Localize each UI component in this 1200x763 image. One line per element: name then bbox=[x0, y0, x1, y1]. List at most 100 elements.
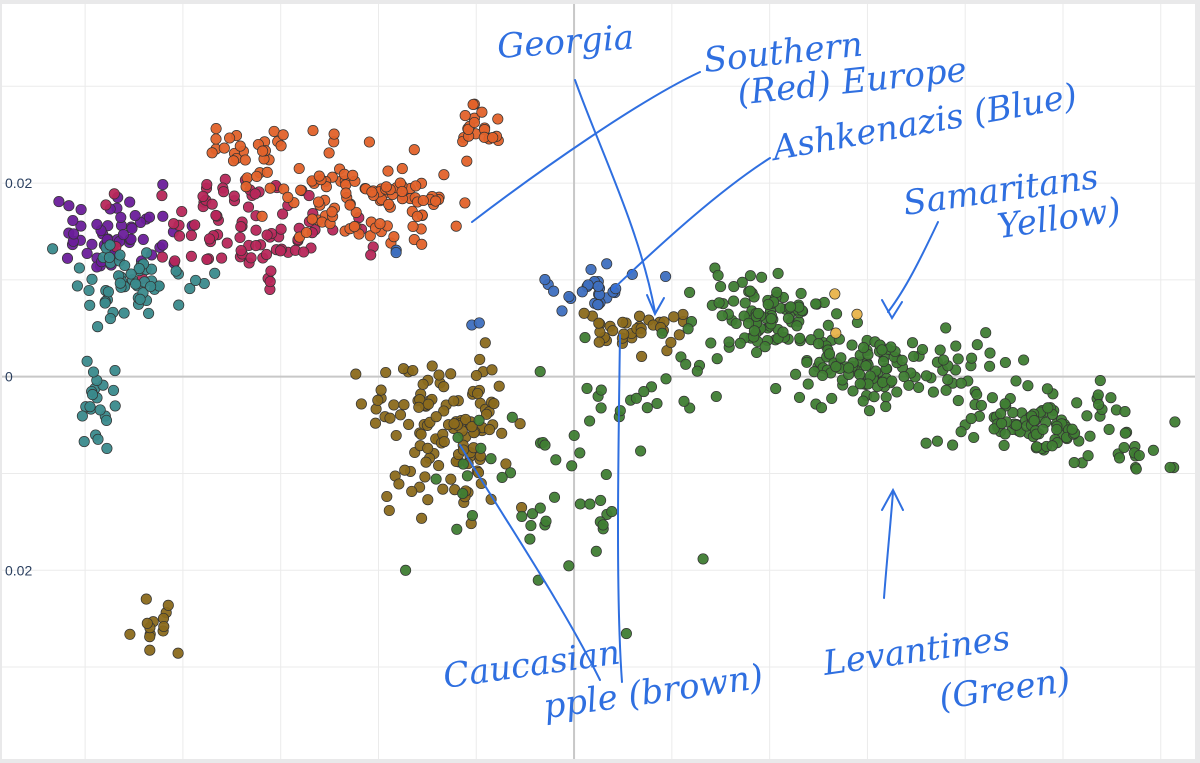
data-point bbox=[913, 381, 925, 394]
data-point bbox=[830, 361, 842, 373]
data-point bbox=[448, 418, 460, 430]
data-point bbox=[876, 344, 888, 356]
data-point bbox=[810, 298, 822, 310]
data-point bbox=[578, 307, 590, 319]
data-point bbox=[473, 414, 485, 426]
data-point bbox=[468, 116, 480, 129]
data-point bbox=[143, 307, 155, 319]
data-point bbox=[916, 343, 929, 356]
data-point bbox=[86, 389, 99, 401]
data-point bbox=[600, 468, 612, 481]
data-point bbox=[607, 325, 619, 337]
data-point bbox=[275, 140, 287, 152]
data-point bbox=[556, 305, 568, 317]
data-point bbox=[71, 280, 83, 292]
data-point bbox=[380, 366, 392, 379]
data-point bbox=[350, 368, 362, 380]
data-point bbox=[176, 205, 188, 218]
data-point bbox=[185, 250, 197, 262]
data-point bbox=[920, 370, 932, 382]
plot-background bbox=[2, 4, 1195, 759]
data-point bbox=[307, 125, 319, 137]
data-point bbox=[114, 249, 126, 261]
data-point bbox=[574, 498, 586, 510]
data-point bbox=[635, 327, 647, 339]
data-point bbox=[739, 297, 751, 309]
data-point bbox=[595, 384, 607, 396]
data-point bbox=[1093, 399, 1105, 411]
data-point bbox=[576, 286, 588, 298]
data-point bbox=[256, 210, 268, 222]
data-point bbox=[950, 340, 962, 352]
data-point bbox=[403, 418, 415, 430]
data-point bbox=[534, 502, 546, 514]
data-point bbox=[383, 198, 395, 210]
data-point bbox=[264, 182, 276, 194]
data-point bbox=[1046, 440, 1058, 452]
data-point bbox=[601, 258, 613, 270]
data-point bbox=[249, 188, 261, 200]
data-point bbox=[563, 291, 575, 303]
series-7 bbox=[829, 288, 863, 339]
data-point bbox=[410, 180, 422, 192]
data-point bbox=[84, 299, 96, 311]
data-point bbox=[1082, 450, 1094, 462]
data-point bbox=[398, 399, 410, 411]
data-point bbox=[1081, 410, 1093, 422]
data-point bbox=[369, 417, 382, 429]
data-point bbox=[1010, 419, 1022, 431]
data-point bbox=[417, 194, 429, 207]
data-point bbox=[1169, 416, 1181, 428]
data-point bbox=[877, 355, 890, 368]
data-point bbox=[393, 478, 405, 490]
data-point bbox=[91, 218, 103, 230]
data-point bbox=[984, 360, 996, 372]
data-point bbox=[1010, 375, 1022, 387]
data-point bbox=[791, 320, 803, 332]
data-point bbox=[306, 213, 318, 225]
data-point bbox=[610, 283, 622, 295]
data-point bbox=[216, 252, 228, 264]
data-point bbox=[390, 429, 402, 442]
data-point bbox=[457, 458, 469, 470]
data-point bbox=[94, 404, 106, 416]
data-point bbox=[843, 362, 855, 374]
data-point bbox=[1007, 407, 1019, 419]
data-point bbox=[785, 301, 797, 313]
data-point bbox=[433, 369, 445, 381]
data-point bbox=[1037, 423, 1049, 435]
data-point bbox=[597, 519, 609, 531]
data-point bbox=[526, 508, 539, 520]
data-point bbox=[548, 491, 561, 503]
data-point bbox=[104, 239, 116, 251]
data-point bbox=[891, 386, 903, 398]
data-point bbox=[375, 384, 387, 396]
data-point bbox=[857, 395, 869, 407]
data-point bbox=[996, 417, 1008, 429]
data-point bbox=[581, 382, 593, 394]
data-point bbox=[363, 136, 375, 148]
data-point bbox=[633, 310, 646, 322]
data-point bbox=[715, 281, 727, 293]
annotation-line-levantines bbox=[883, 491, 894, 599]
data-point bbox=[815, 402, 828, 414]
data-point bbox=[940, 322, 952, 334]
data-point bbox=[381, 490, 393, 503]
data-point bbox=[227, 155, 240, 167]
data-point bbox=[348, 221, 360, 233]
data-point bbox=[744, 270, 756, 282]
data-point bbox=[417, 378, 429, 390]
data-point bbox=[382, 165, 394, 177]
data-point bbox=[156, 251, 168, 263]
data-point bbox=[372, 394, 384, 406]
data-point bbox=[189, 219, 201, 231]
data-point bbox=[1133, 449, 1145, 462]
axes: 0.02 0 0.02 bbox=[2, 4, 1195, 759]
data-point bbox=[684, 286, 696, 298]
data-point bbox=[1094, 375, 1106, 387]
data-point bbox=[124, 196, 136, 208]
data-point bbox=[384, 412, 396, 424]
data-point bbox=[260, 248, 273, 260]
data-point bbox=[459, 110, 471, 122]
data-point bbox=[940, 384, 952, 396]
